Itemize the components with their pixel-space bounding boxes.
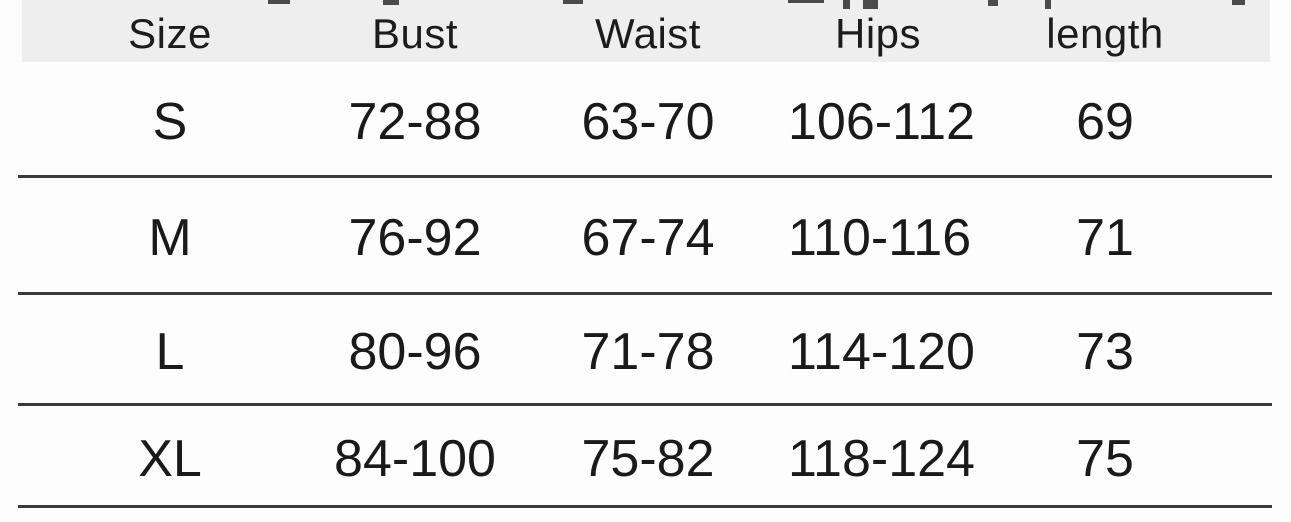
cell-hips: 110-116 <box>788 209 972 267</box>
table-row-l: L 80-96 71-78 114-120 73 <box>18 295 1272 406</box>
column-header-length: length <box>1046 9 1164 57</box>
cell-size: L <box>155 323 185 381</box>
column-header-bust: Bust <box>371 9 459 57</box>
column-header-waist: Waist <box>595 9 701 57</box>
cell-length: 69 <box>1076 92 1134 151</box>
cropped-text-fragment <box>788 0 824 3</box>
cell-waist: 67-74 <box>581 209 715 267</box>
cell-bust: 76-92 <box>348 209 482 267</box>
row-spacer <box>1242 232 1272 238</box>
column-header-size: Size <box>128 9 212 57</box>
cell-bust: 80-96 <box>348 323 482 381</box>
cell-waist: 63-70 <box>581 92 715 151</box>
cropped-text-fragment <box>383 0 399 5</box>
header-background-band <box>22 0 1270 62</box>
cropped-text-fragment <box>988 0 998 6</box>
row-spacer <box>1242 116 1272 122</box>
cropped-text-fragment <box>1045 0 1051 9</box>
cell-waist: 75-82 <box>581 429 715 488</box>
cell-bust: 84-100 <box>334 429 496 488</box>
cropped-text-fragment <box>563 0 583 4</box>
cropped-text-fragment <box>268 0 290 4</box>
cropped-text-fragment <box>843 0 850 9</box>
size-table: Size Bust Waist Hips length S 72-88 63-7… <box>18 0 1272 508</box>
column-header-hips: Hips <box>834 9 922 57</box>
cell-length: 71 <box>1076 209 1134 267</box>
table-row-s: S 72-88 63-70 106-112 69 <box>18 62 1272 178</box>
row-spacer <box>1242 346 1272 352</box>
cropped-text-fragment <box>1232 0 1245 5</box>
row-spacer <box>1242 453 1272 459</box>
table-header-row: Size Bust Waist Hips length <box>18 0 1272 62</box>
cell-size: XL <box>138 429 202 488</box>
cell-hips: 114-120 <box>788 323 975 381</box>
header-spacer <box>1242 29 1272 34</box>
cell-length: 75 <box>1076 429 1134 488</box>
cell-hips: 106-112 <box>788 92 975 151</box>
cell-length: 73 <box>1076 323 1134 381</box>
cell-bust: 72-88 <box>348 92 482 151</box>
cell-waist: 71-78 <box>581 323 715 381</box>
cell-hips: 118-124 <box>788 429 975 488</box>
table-row-m: M 76-92 67-74 110-116 71 <box>18 178 1272 295</box>
cell-size: M <box>148 209 192 267</box>
cropped-text-fragment <box>863 0 878 9</box>
table-row-xl: XL 84-100 75-82 118-124 75 <box>18 406 1272 508</box>
cell-size: S <box>152 92 188 151</box>
